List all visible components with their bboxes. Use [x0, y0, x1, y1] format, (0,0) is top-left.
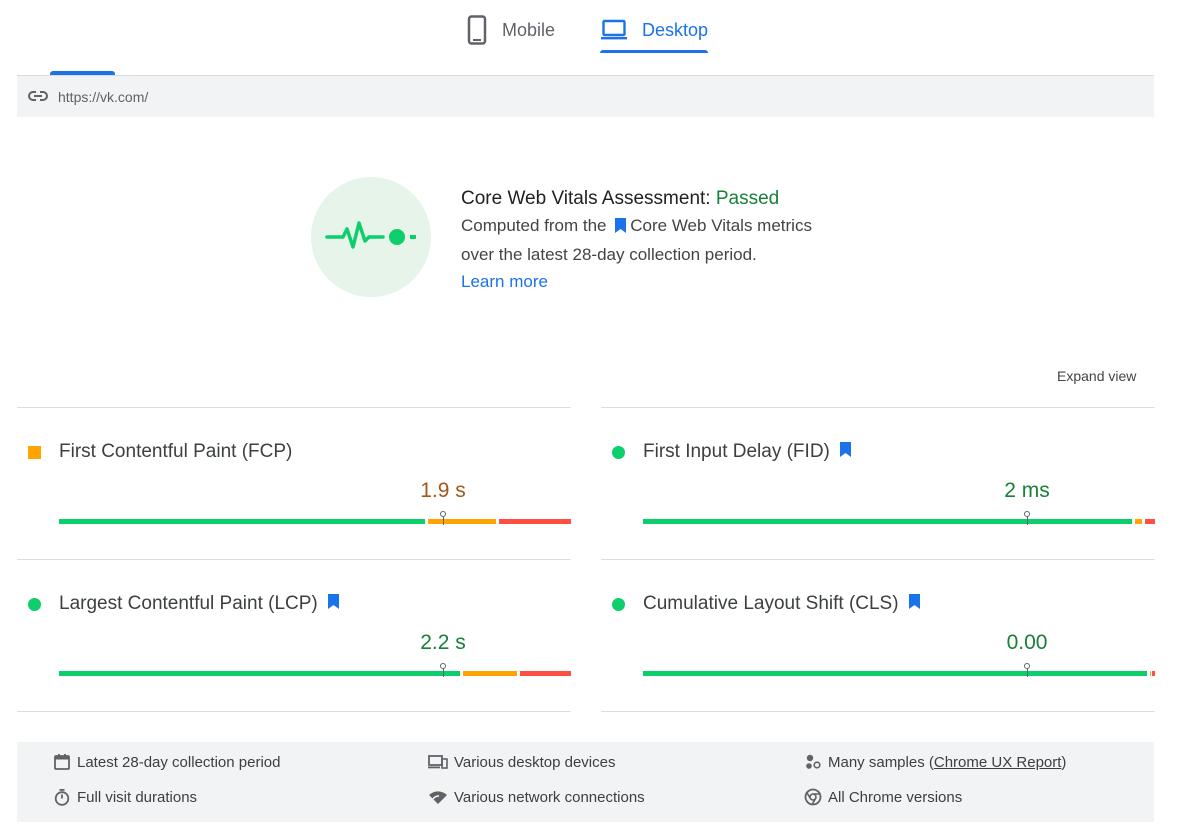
metric-divider	[601, 407, 1155, 408]
footer-visit-durations-label: Full visit durations	[77, 788, 198, 806]
metric-title-row: First Input Delay (FID)	[612, 441, 851, 463]
percentile-marker	[1023, 663, 1031, 679]
metric-title-row: Cumulative Layout Shift (CLS)	[612, 593, 920, 615]
footer-devices: Various desktop devices	[428, 753, 615, 771]
metric-title-row: First Contentful Paint (FCP)	[28, 441, 292, 463]
average-status-icon	[28, 445, 41, 459]
assessment-line-1-after: Core Web Vitals metrics	[630, 216, 812, 235]
distribution-bar	[59, 663, 571, 677]
distribution-segment-good	[59, 519, 425, 524]
metric-name: First Input Delay (FID)	[643, 441, 830, 462]
percentile-marker	[1023, 511, 1031, 527]
footer-collection-period: Latest 28-day collection period	[53, 753, 280, 771]
percentile-marker	[439, 511, 447, 527]
device-tabs: Mobile Desktop	[0, 0, 1184, 76]
distribution-segment-needs-improvement	[427, 519, 497, 524]
metric-divider	[17, 407, 571, 408]
metric-title-row: Largest Contentful Paint (LCP)	[28, 593, 339, 615]
link-icon	[28, 89, 48, 105]
bookmark-icon	[327, 593, 339, 615]
learn-more-link[interactable]: Learn more	[461, 272, 548, 291]
wifi-icon	[428, 788, 448, 806]
footer-samples-prefix: Many samples (	[828, 753, 934, 771]
pulse-icon	[311, 177, 431, 297]
metric-lcp: Largest Contentful Paint (LCP) 2.2 s	[17, 559, 571, 711]
distribution-bar	[643, 663, 1155, 677]
data-source-footer: Latest 28-day collection period Full vis…	[17, 742, 1154, 822]
footer-collection-period-label: Latest 28-day collection period	[77, 753, 281, 771]
good-status-icon	[612, 597, 625, 611]
metrics-bottom-divider	[17, 711, 571, 712]
metric-name: Cumulative Layout Shift (CLS)	[643, 593, 899, 614]
tab-mobile-label: Mobile	[502, 19, 556, 40]
assessment-title: Core Web Vitals Assessment: Passed	[461, 185, 881, 212]
tab-desktop[interactable]: Desktop	[600, 8, 709, 53]
footer-samples-text: Many samples (Chrome UX Report)	[828, 754, 1066, 771]
calendar-icon	[53, 753, 71, 771]
metric-value: 0.00	[1006, 631, 1048, 654]
assessment-line-1-before: Computed from the	[461, 216, 607, 235]
dots-cluster-icon	[804, 753, 822, 771]
distribution-segment-good	[643, 671, 1147, 676]
metric-fcp: First Contentful Paint (FCP) 1.9 s	[17, 407, 571, 559]
assessment-status: Passed	[715, 188, 780, 209]
bookmark-icon	[615, 214, 627, 241]
metric-cls: Cumulative Layout Shift (CLS) 0.00	[601, 559, 1155, 711]
footer-samples: Many samples (Chrome UX Report)	[804, 753, 1066, 771]
metric-value: 1.9 s	[420, 479, 466, 502]
footer-chrome-versions-label: All Chrome versions	[828, 788, 963, 806]
metric-name: First Contentful Paint (FCP)	[59, 441, 293, 462]
url-text: https://vk.com/	[58, 88, 149, 105]
expand-view-button[interactable]: Expand view	[1057, 368, 1137, 384]
distribution-segment-poor	[499, 519, 571, 524]
assessment-line-2: over the latest 28-day collection period…	[461, 245, 757, 264]
percentile-marker	[439, 663, 447, 679]
stopwatch-icon	[53, 788, 71, 806]
laptop-icon	[600, 19, 628, 41]
devices-icon	[428, 753, 448, 771]
chrome-icon	[804, 788, 822, 806]
metric-value: 2.2 s	[420, 631, 466, 654]
good-status-icon	[612, 445, 625, 459]
assessment-title-prefix: Core Web Vitals Assessment:	[461, 188, 716, 209]
distribution-segment-needs-improvement	[1134, 519, 1142, 524]
distribution-bar	[59, 511, 571, 525]
distribution-bar	[643, 511, 1155, 525]
footer-visit-durations: Full visit durations	[53, 788, 197, 806]
chrome-ux-report-link[interactable]: Chrome UX Report	[933, 753, 1062, 771]
metric-divider	[17, 559, 571, 560]
footer-network-label: Various network connections	[454, 788, 645, 806]
assessment-summary: Core Web Vitals Assessment: Passed Compu…	[461, 185, 881, 295]
bookmark-icon	[839, 441, 851, 463]
distribution-segment-needs-improvement	[1149, 671, 1151, 676]
distribution-segment-poor	[1152, 671, 1155, 676]
metrics-bottom-divider	[601, 711, 1155, 712]
footer-samples-suffix: )	[1061, 753, 1067, 771]
good-status-icon	[28, 597, 41, 611]
distribution-segment-poor	[1144, 519, 1155, 524]
tabs-divider	[17, 75, 1154, 76]
tab-desktop-label: Desktop	[642, 19, 709, 40]
tab-indicator	[50, 71, 115, 75]
distribution-segment-needs-improvement	[463, 671, 517, 676]
footer-chrome-versions: All Chrome versions	[804, 788, 962, 806]
footer-devices-label: Various desktop devices	[454, 753, 616, 771]
distribution-segment-poor	[519, 671, 571, 676]
distribution-segment-good	[643, 519, 1132, 524]
metric-divider	[601, 559, 1155, 560]
url-bar: https://vk.com/	[17, 76, 1154, 117]
metric-value: 2 ms	[1004, 479, 1050, 502]
tab-mobile[interactable]: Mobile	[466, 8, 555, 52]
bookmark-icon	[908, 593, 920, 615]
smartphone-icon	[466, 15, 488, 45]
metric-fid: First Input Delay (FID) 2 ms	[601, 407, 1155, 559]
metric-name: Largest Contentful Paint (LCP)	[59, 593, 318, 614]
distribution-segment-good	[59, 671, 461, 676]
footer-network: Various network connections	[428, 788, 645, 806]
assessment-line-1: Computed from the Core Web Vitals metric…	[461, 212, 881, 241]
